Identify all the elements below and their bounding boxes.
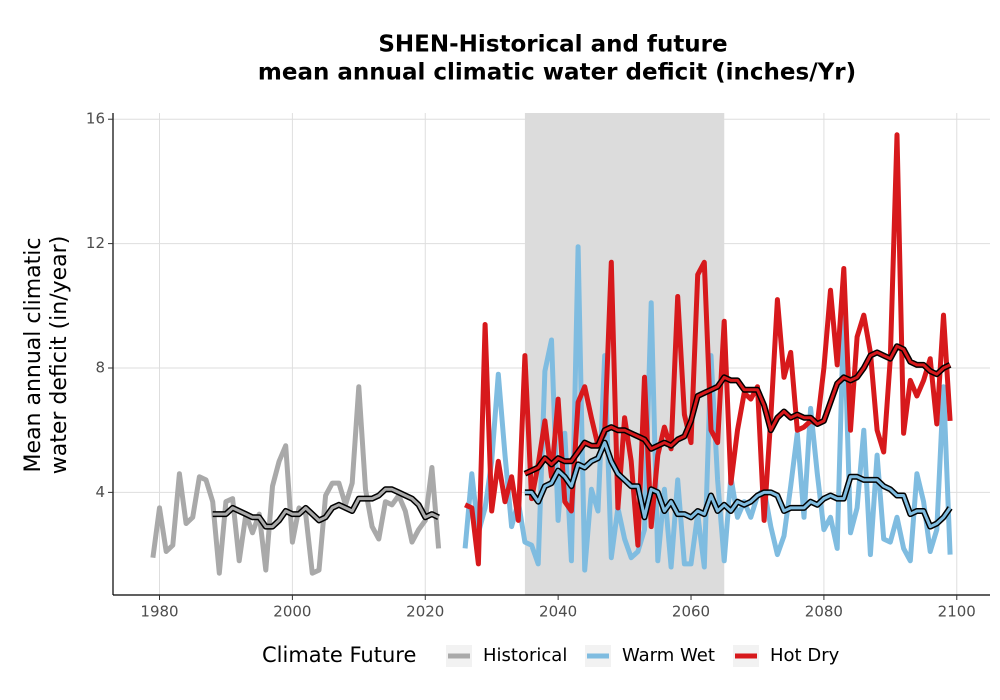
x-tick-label: 2060 — [672, 603, 710, 621]
y-tick-label: 8 — [95, 358, 105, 376]
rolling-line — [212, 487, 440, 529]
x-tick-label: 2100 — [938, 603, 976, 621]
chart-title: mean annual climatic water deficit (inch… — [258, 60, 856, 86]
x-tick-label: 1980 — [140, 603, 178, 621]
series-line — [150, 384, 442, 576]
y-axis-label: Mean annual climatic — [21, 238, 46, 473]
x-tick-label: 2020 — [406, 603, 444, 621]
chart-title: SHEN-Historical and future — [378, 32, 727, 58]
x-tick-label: 2080 — [805, 603, 843, 621]
y-axis-label: water deficit (in/year) — [47, 236, 72, 475]
legend-label: Historical — [483, 645, 567, 666]
legend-label: Warm Wet — [622, 645, 715, 666]
x-tick-label: 2000 — [273, 603, 311, 621]
series-line — [464, 132, 953, 567]
y-tick-label: 16 — [86, 110, 105, 128]
y-tick-label: 4 — [95, 483, 105, 501]
y-tick-label: 12 — [86, 234, 105, 252]
x-tick-label: 2040 — [539, 603, 577, 621]
rolling-line — [524, 441, 952, 529]
series-line — [462, 244, 953, 573]
legend-label: Hot Dry — [770, 645, 840, 666]
rolling-line — [524, 344, 951, 476]
legend-title: Climate Future — [262, 643, 416, 667]
